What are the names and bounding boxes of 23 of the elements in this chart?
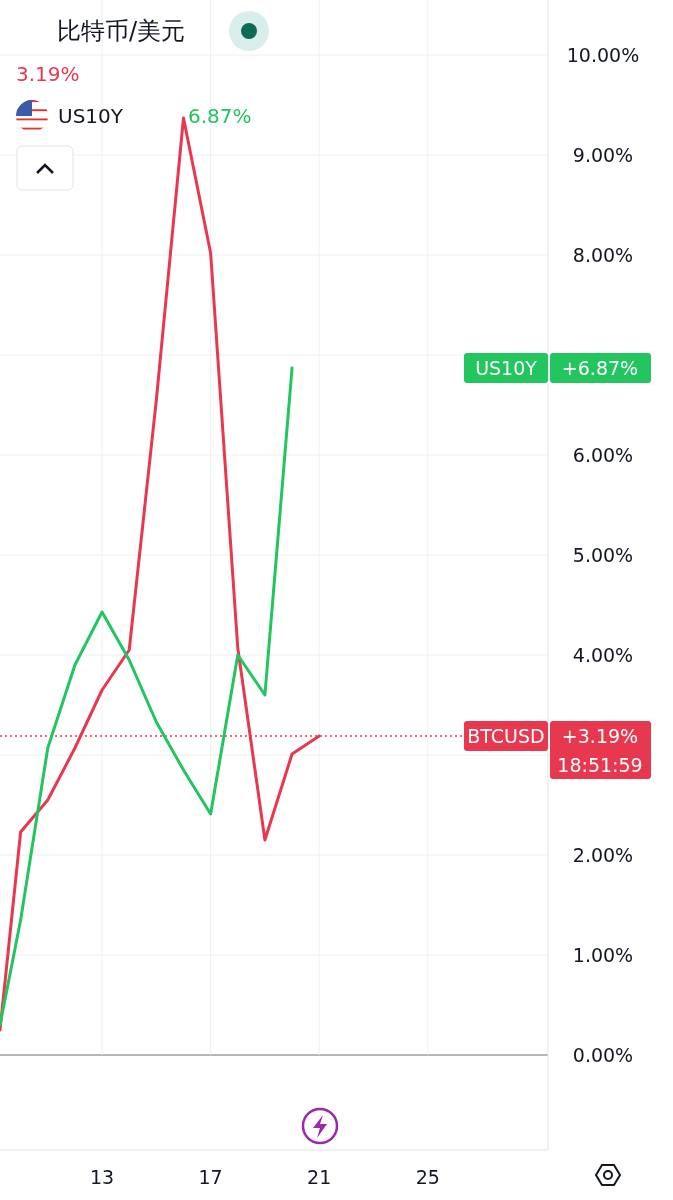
line-series <box>0 366 294 1027</box>
annotation: 6.87% <box>188 104 252 128</box>
y-tick-label: 2.00% <box>572 843 634 866</box>
y-tick-label: 0.00% <box>572 1043 634 1066</box>
text: BTCUSD <box>467 724 545 747</box>
y-tick-label: 8.00% <box>572 243 634 266</box>
y-tick-label: 10.00% <box>566 43 640 66</box>
text: +3.19% <box>561 724 639 747</box>
y-tick-label: 6.00% <box>572 443 634 466</box>
y-tick-label: 4.00% <box>572 643 634 666</box>
text: +6.87% <box>561 356 639 379</box>
text: US10Y <box>475 356 538 379</box>
y-tick-label: 1.00% <box>572 943 634 966</box>
y-tick-label: 5.00% <box>572 543 634 566</box>
x-tick-label: 25 <box>415 1165 440 1188</box>
x-tick-label: 21 <box>307 1165 332 1188</box>
x-tick-label: 17 <box>198 1165 223 1188</box>
y-tick-label: 9.00% <box>572 143 634 166</box>
text: 18:51:59 <box>557 753 643 776</box>
text: US10Y <box>58 104 123 128</box>
annotation: 3.19% <box>16 62 80 86</box>
x-tick-label: 13 <box>89 1165 115 1188</box>
chart-title: 比特币/美元 <box>57 17 186 46</box>
